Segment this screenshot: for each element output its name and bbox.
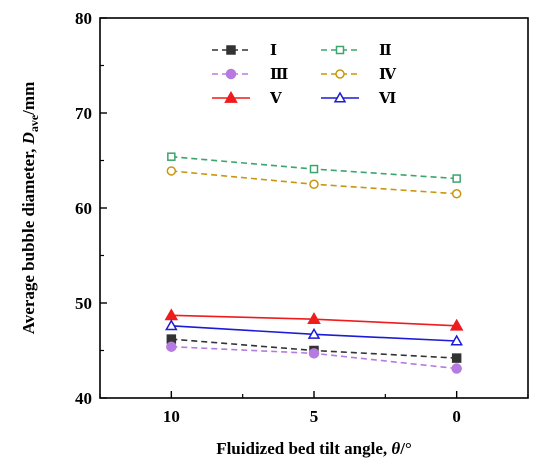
series-2-point: [167, 152, 176, 161]
x-tick-label: 0: [452, 407, 461, 426]
series-4-point: [309, 179, 319, 189]
x-axis-title-symbol: θ: [391, 439, 400, 458]
legend-label: Ⅰ: [270, 43, 277, 59]
y-tick-label: 40: [75, 389, 92, 408]
series-3-point: [451, 363, 462, 374]
legend-marker: [224, 90, 238, 103]
series-2-point: [452, 174, 461, 183]
y-axis-title-subscript: ave: [27, 114, 41, 132]
series-4-point: [166, 166, 177, 176]
x-tick-label: 5: [310, 407, 319, 426]
series-2: [167, 152, 461, 183]
legend-marker: [335, 45, 345, 55]
legend-marker: [226, 45, 236, 55]
series-5: [164, 308, 464, 331]
legend-item-6: Ⅵ: [321, 91, 396, 107]
y-axis-title-text: Average bubble diameter,: [19, 144, 38, 334]
legend-label: Ⅱ: [379, 43, 392, 59]
series-2-point: [309, 164, 319, 174]
legend-label: Ⅲ: [270, 67, 288, 83]
legend-label: Ⅴ: [269, 91, 282, 107]
series-6: [165, 319, 463, 346]
series-5-point: [449, 318, 464, 331]
legend-marker: [335, 69, 345, 79]
series-6-point: [307, 327, 321, 339]
y-tick-label: 70: [75, 104, 92, 123]
y-tick-label: 60: [75, 199, 92, 218]
legend-item-2: Ⅱ: [321, 43, 392, 59]
x-tick-label: 10: [163, 407, 180, 426]
series-3-point: [308, 348, 320, 359]
series-6-point: [165, 319, 178, 331]
plot-frame: [99, 17, 529, 399]
legend-item-4: Ⅳ: [321, 67, 397, 83]
legend-item-5: Ⅴ: [212, 90, 282, 107]
legend-label: Ⅵ: [378, 91, 396, 107]
series-5-point: [307, 312, 321, 325]
x-axis-title-text: Fluidized bed tilt angle,: [216, 439, 391, 458]
legend-label: Ⅳ: [379, 67, 397, 83]
legend-item-3: Ⅲ: [212, 67, 288, 83]
y-axis-title-unit: /mm: [19, 82, 38, 116]
plot-frame-layer: [99, 17, 529, 399]
series-3: [166, 341, 462, 374]
series-1-point: [451, 353, 462, 363]
y-tick-label: 50: [75, 294, 92, 313]
x-axis-title: Fluidized bed tilt angle, θ/°: [216, 439, 412, 458]
legend-marker: [333, 91, 347, 103]
series-3-point: [166, 341, 177, 352]
legend: Ⅰ Ⅱ Ⅲ Ⅳ Ⅴ Ⅵ: [212, 43, 397, 107]
y-tick-label: 80: [75, 9, 92, 28]
series-6-point: [450, 334, 463, 346]
legend-marker: [225, 68, 237, 80]
x-axis-title-unit: /°: [399, 439, 412, 458]
series-4-point: [451, 189, 462, 199]
y-axis-title-symbol: D: [19, 132, 38, 145]
series-4: [166, 166, 462, 199]
series-layer: [164, 152, 464, 374]
legend-item-1: Ⅰ: [212, 43, 277, 59]
y-axis-title: Average bubble diameter, Dave/mm: [19, 82, 41, 334]
